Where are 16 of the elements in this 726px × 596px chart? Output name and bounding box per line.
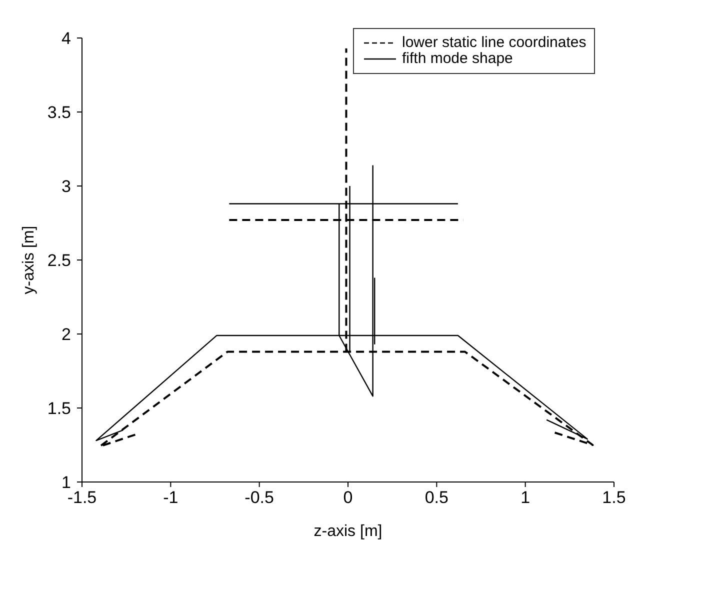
- y-tick-label: 2: [62, 325, 71, 344]
- y-tick-label: 4: [62, 29, 71, 48]
- x-tick-label: -0.5: [244, 488, 274, 508]
- x-tick-label: -1: [163, 488, 178, 508]
- x-tick-label: 1: [520, 488, 530, 508]
- legend-label: fifth mode shape: [402, 50, 513, 67]
- x-tick-label: 0.5: [424, 488, 448, 508]
- x-axis-title: z-axis [m]: [314, 523, 382, 540]
- x-tick-label: 0: [343, 488, 353, 508]
- y-tick-label: 3.5: [47, 103, 71, 122]
- y-tick-label: 1.5: [47, 399, 71, 418]
- y-axis-title: y-axis [m]: [20, 226, 38, 294]
- legend-label: lower static line coordinates: [402, 34, 586, 51]
- x-tick-label: 1.5: [602, 488, 626, 508]
- y-tick-label: 3: [62, 177, 71, 196]
- y-tick-label: 2.5: [47, 251, 71, 270]
